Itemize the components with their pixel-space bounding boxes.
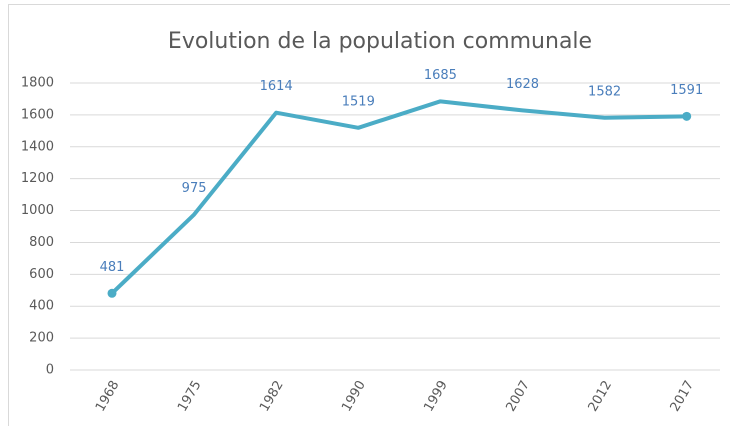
chart-title: Evolution de la population communale	[168, 29, 592, 54]
y-tick-label: 600	[29, 267, 54, 282]
data-label: 1582	[588, 84, 621, 99]
data-label: 481	[100, 260, 125, 275]
y-tick-label: 1000	[21, 203, 54, 218]
marker	[682, 111, 692, 121]
y-tick-label: 400	[29, 299, 54, 314]
y-tick-label: 1600	[21, 107, 54, 122]
y-tick-label: 1400	[21, 139, 54, 154]
y-tick-label: 1800	[21, 76, 54, 91]
y-tick-label: 1200	[21, 171, 54, 186]
marker	[107, 288, 117, 298]
data-label: 1519	[342, 94, 375, 109]
y-tick-label: 800	[29, 235, 54, 250]
data-label: 1591	[670, 83, 703, 98]
line	[110, 99, 687, 295]
data-label: 1628	[506, 77, 539, 92]
y-tick-label: 200	[29, 331, 54, 346]
data-label: 1614	[260, 79, 293, 94]
y-tick-label: 0	[46, 363, 54, 378]
chart-border	[8, 4, 730, 426]
data-label: 1685	[424, 68, 457, 83]
data-label: 975	[182, 181, 207, 196]
